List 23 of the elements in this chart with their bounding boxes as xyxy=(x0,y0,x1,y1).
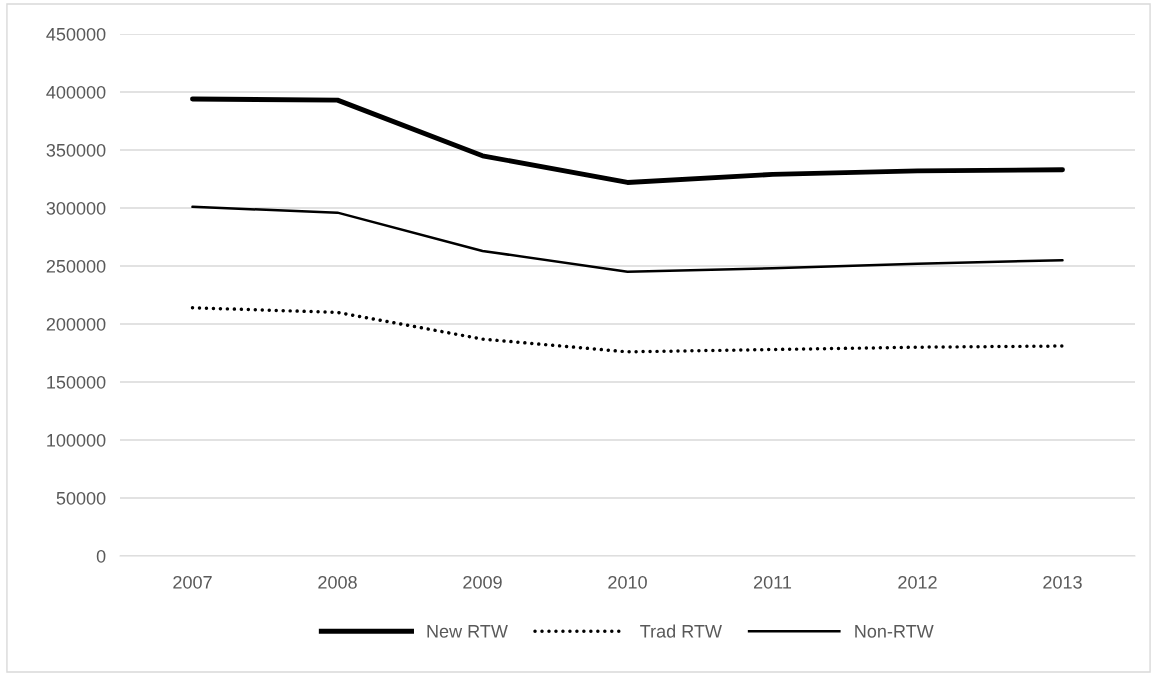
x-tick-label: 2012 xyxy=(898,575,937,589)
x-tick-label: 2010 xyxy=(608,575,647,589)
y-tick-label: 50000 xyxy=(56,491,106,505)
x-tick-label: 2007 xyxy=(173,575,212,589)
x-tick-label: 2008 xyxy=(318,575,357,589)
line-series xyxy=(190,306,1065,354)
line-series xyxy=(191,205,1064,274)
x-tick-label: 2011 xyxy=(753,575,792,589)
legend-label: Non-RTW xyxy=(855,625,934,638)
y-tick-label: 400000 xyxy=(46,85,106,99)
y-tick-label: 100000 xyxy=(47,433,106,447)
y-tick-label: 250000 xyxy=(46,259,106,273)
y-tick-label: 150000 xyxy=(47,375,106,389)
y-tick-label: 300000 xyxy=(46,201,106,215)
x-tick-label: 2013 xyxy=(1043,575,1082,589)
legend-label: New RTW xyxy=(427,625,508,638)
y-tick-label: 450000 xyxy=(46,27,106,41)
legend-label: Trad RTW xyxy=(640,624,722,638)
y-tick-label: 200000 xyxy=(46,317,106,331)
x-tick-label: 2009 xyxy=(463,575,502,589)
y-tick-label: 350000 xyxy=(46,143,106,157)
line-series xyxy=(190,96,1065,185)
y-tick-label: 0 xyxy=(96,549,106,563)
